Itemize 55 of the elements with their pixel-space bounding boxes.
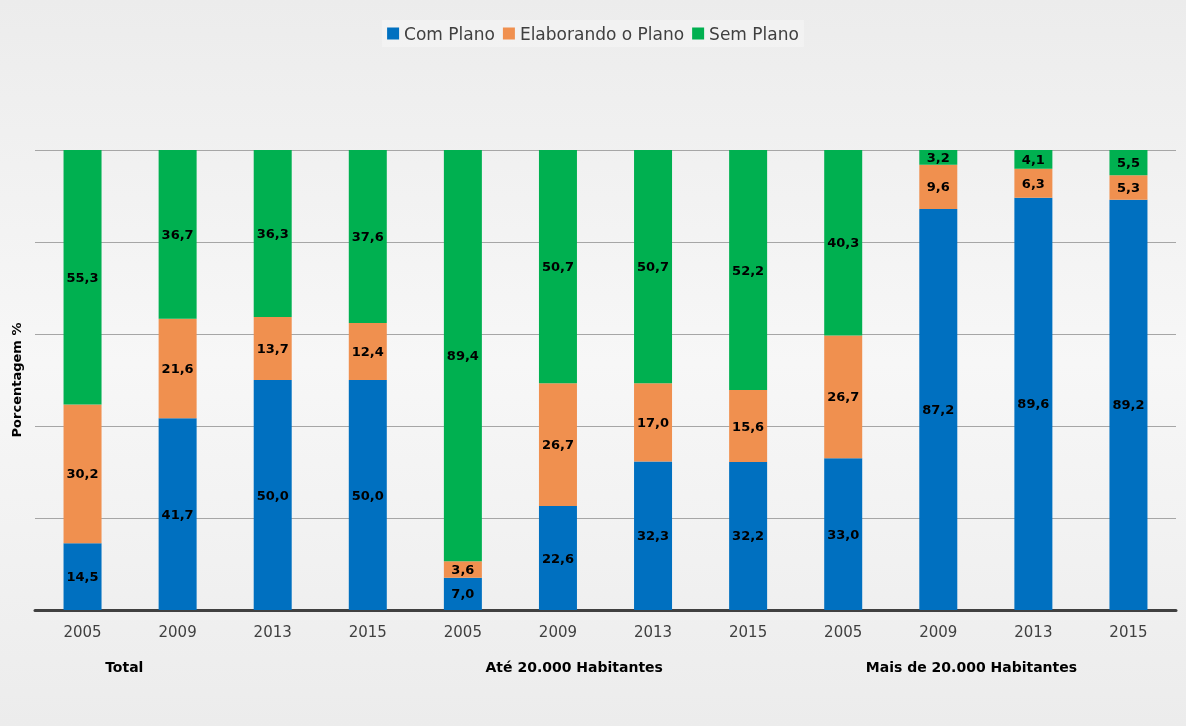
data-label: 55,3 — [66, 269, 99, 285]
data-label: 13,7 — [256, 340, 289, 356]
y-axis-title: Porcentagem % — [9, 322, 24, 438]
x-tick-label: 2005 — [824, 622, 863, 641]
data-label: 32,3 — [637, 528, 670, 544]
data-label: 26,7 — [541, 437, 574, 453]
text: Mais de 20.000 Habitantes — [865, 659, 1078, 675]
data-label: 50,7 — [637, 259, 670, 275]
x-tick-label: 2015 — [348, 622, 387, 641]
data-label: 15,6 — [732, 418, 765, 434]
data-label: 7,0 — [451, 586, 475, 602]
data-label: 30,2 — [66, 466, 99, 482]
data-label: 14,5 — [66, 569, 99, 585]
data-label: 26,7 — [827, 389, 860, 405]
data-label: 5,3 — [1116, 179, 1140, 195]
x-tick-label: 2009 — [919, 622, 958, 641]
data-label: 22,6 — [541, 550, 574, 566]
data-label: 89,4 — [446, 348, 479, 364]
data-label: 4,1 — [1021, 151, 1045, 167]
data-label: 17,0 — [637, 414, 670, 430]
data-label: 89,2 — [1112, 397, 1145, 413]
x-tick-label: 2013 — [633, 622, 673, 641]
data-label: 50,7 — [541, 259, 574, 275]
x-tick-label: 2015 — [1109, 622, 1148, 641]
x-tick-label: 2005 — [63, 622, 102, 641]
data-label: 12,4 — [351, 343, 384, 359]
text: Total — [105, 659, 144, 675]
data-label: 50,0 — [256, 487, 289, 503]
data-label: 9,6 — [926, 179, 950, 195]
legend-label: Elaborando o Plano — [519, 23, 685, 44]
x-tick-label: 2009 — [538, 622, 578, 641]
data-label: 21,6 — [161, 361, 194, 376]
data-label: 50,0 — [351, 487, 384, 503]
data-label: 41,7 — [161, 506, 194, 522]
data-label: 89,6 — [1017, 396, 1050, 412]
data-label: 52,2 — [732, 262, 765, 278]
text: Até 20.000 Habitantes — [485, 659, 663, 675]
x-tick-label: 2013 — [253, 622, 292, 641]
x-tick-label: 2005 — [443, 622, 482, 641]
data-label: 40,3 — [827, 235, 860, 251]
data-label: 3,6 — [451, 562, 475, 578]
data-label: 33,0 — [827, 526, 860, 542]
data-label: 6,3 — [1021, 175, 1045, 191]
data-label: 5,5 — [1116, 155, 1140, 171]
data-label: 37,6 — [351, 228, 384, 244]
data-label: 36,7 — [161, 226, 194, 242]
data-label: 3,2 — [926, 149, 950, 165]
data-label: 36,3 — [256, 225, 289, 241]
x-tick-label: 2015 — [729, 622, 768, 641]
x-tick-label: 2009 — [158, 622, 197, 641]
legend-label: Com Plano — [404, 23, 495, 44]
data-label: 32,2 — [732, 528, 765, 544]
legend-label: Sem Plano — [709, 23, 799, 44]
data-label: 87,2 — [922, 401, 955, 417]
x-tick-label: 2013 — [1014, 622, 1053, 641]
